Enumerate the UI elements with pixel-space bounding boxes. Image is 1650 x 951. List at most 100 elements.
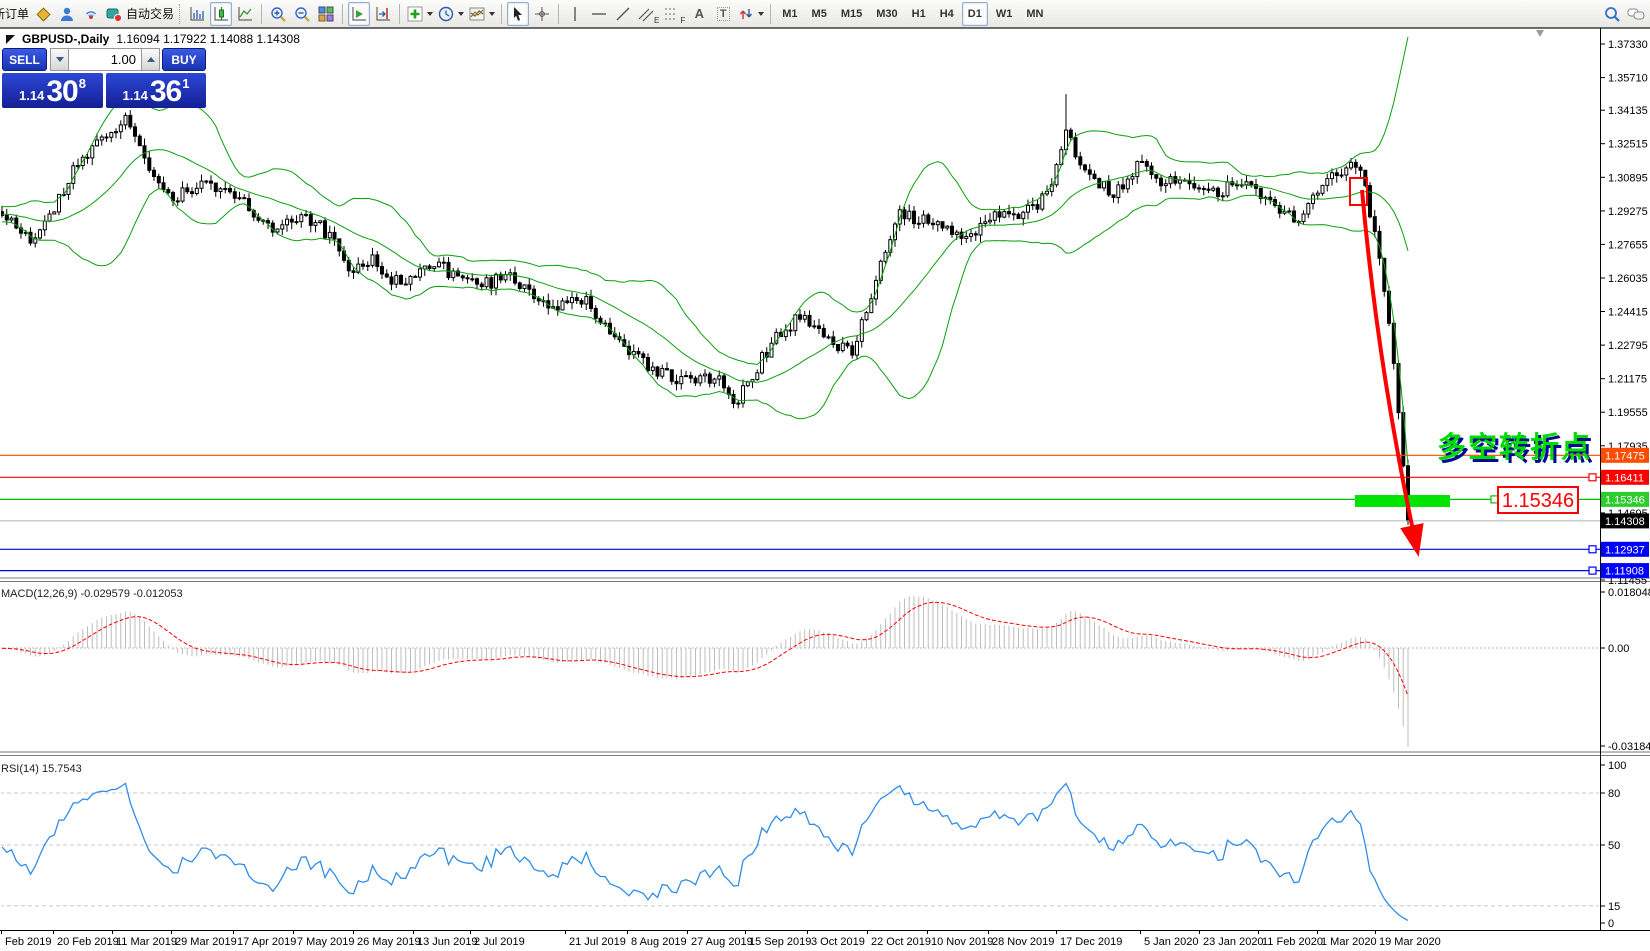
channel-label: E bbox=[654, 15, 660, 25]
arrows-tool[interactable] bbox=[736, 2, 765, 26]
candle-body bbox=[1344, 167, 1349, 176]
chart-shift-marker-icon[interactable] bbox=[1536, 30, 1544, 37]
rsi-tick-label: 50 bbox=[1608, 840, 1620, 852]
sell-button[interactable]: SELL bbox=[2, 48, 47, 71]
crosshair-button[interactable] bbox=[531, 2, 553, 26]
profiles-button[interactable] bbox=[32, 2, 54, 26]
auto-scroll-button[interactable] bbox=[348, 1, 371, 26]
price-callout-box[interactable] bbox=[1497, 486, 1579, 514]
candle-body bbox=[1073, 137, 1078, 158]
search-button[interactable] bbox=[1601, 2, 1623, 26]
candle-body bbox=[527, 284, 532, 290]
fibonacci-tool[interactable]: F bbox=[662, 2, 686, 26]
volume-increase-button[interactable] bbox=[141, 48, 160, 71]
candle-body bbox=[1035, 204, 1040, 210]
timeframe-m1[interactable]: M1 bbox=[782, 7, 798, 20]
vertical-line-tool[interactable] bbox=[564, 2, 586, 26]
candle-body bbox=[375, 254, 380, 267]
candle-body bbox=[209, 180, 213, 184]
pivot-annotation-text[interactable]: 多空转折点 bbox=[1437, 430, 1592, 464]
chart-canvas[interactable]: 1.15346多空转折点多空转折点1.373301.357101.341351.… bbox=[0, 28, 1650, 951]
timeframe-m15[interactable]: M15 bbox=[840, 7, 863, 20]
down-trend-arrow[interactable] bbox=[1360, 189, 1424, 557]
macd-pane[interactable] bbox=[0, 596, 1600, 747]
candle-body bbox=[232, 191, 237, 199]
timeframe-mn[interactable]: MN bbox=[1026, 7, 1044, 20]
toolbar-separator bbox=[770, 3, 772, 24]
candle-body bbox=[631, 351, 636, 356]
volume-input[interactable] bbox=[69, 48, 141, 71]
timeframe-h1[interactable]: H1 bbox=[911, 7, 926, 20]
bar-chart-button[interactable] bbox=[186, 2, 208, 26]
bollinger-upper bbox=[1, 36, 1409, 366]
candle-body bbox=[798, 314, 802, 320]
candle-body bbox=[826, 336, 831, 339]
candlestick-chart-button[interactable] bbox=[210, 1, 233, 26]
price-axis[interactable]: 1.37330 1.35710 1.34135 1.32515 1.30895 1.292… bbox=[1600, 39, 1650, 930]
equidistant-channel-tool[interactable]: E bbox=[636, 2, 660, 26]
horizontal-line-tool[interactable] bbox=[588, 2, 610, 26]
candle-body bbox=[1040, 193, 1045, 210]
periods-button[interactable] bbox=[436, 2, 465, 26]
macd-signal-line bbox=[1, 601, 1409, 697]
timeframe-m5[interactable]: M5 bbox=[811, 7, 827, 20]
buy-price-display[interactable]: 1.14 36 1 bbox=[106, 73, 206, 108]
candle-body bbox=[356, 263, 361, 273]
timeframe-d1[interactable]: D1 bbox=[961, 1, 988, 26]
rsi-pane[interactable] bbox=[0, 782, 1600, 921]
timeframe-h4[interactable]: H4 bbox=[939, 7, 954, 20]
price-callout-text[interactable]: 1.15346 bbox=[1502, 490, 1574, 512]
sell-price-display[interactable]: 1.14 30 8 bbox=[2, 73, 103, 108]
price-tick-label: 1.21175 bbox=[1608, 374, 1647, 386]
chat-button[interactable] bbox=[1625, 2, 1647, 26]
cursor-button[interactable] bbox=[507, 1, 530, 26]
zoom-in-button[interactable] bbox=[267, 2, 289, 26]
pivot-red-box[interactable] bbox=[1349, 177, 1368, 206]
main-pane[interactable] bbox=[1, 36, 1410, 525]
pivot-annotation-shadow: 多空转折点 bbox=[1440, 433, 1595, 467]
candle-body bbox=[228, 188, 232, 193]
rsi-tick-label: 0 bbox=[1608, 918, 1614, 930]
buy-button[interactable]: BUY bbox=[162, 48, 206, 71]
candle-body bbox=[109, 132, 114, 138]
autotrading-button[interactable]: 自动交易 bbox=[104, 2, 175, 26]
candle-body bbox=[859, 319, 864, 342]
tile-windows-button[interactable] bbox=[315, 2, 337, 26]
candle-body bbox=[688, 375, 693, 379]
templates-button[interactable] bbox=[467, 2, 496, 26]
timeframe-w1[interactable]: W1 bbox=[995, 7, 1013, 20]
time-tick-label: 21 Jul 2019 bbox=[569, 936, 626, 948]
timeframe-m30[interactable]: M30 bbox=[876, 7, 898, 20]
zoom-out-button[interactable] bbox=[291, 2, 313, 26]
line-drag-handle[interactable] bbox=[1588, 473, 1597, 482]
candle-body bbox=[1368, 185, 1372, 218]
candle-body bbox=[489, 277, 494, 289]
candle-body bbox=[802, 314, 807, 320]
line-drag-handle[interactable] bbox=[1588, 566, 1597, 575]
community-button[interactable] bbox=[56, 2, 78, 26]
support-zone-band[interactable] bbox=[1355, 495, 1450, 507]
volume-decrease-button[interactable] bbox=[50, 48, 69, 71]
time-tick-label: 19 Mar 2020 bbox=[1379, 936, 1441, 948]
toolbar-separator bbox=[399, 3, 401, 24]
new-order-button[interactable]: 新订单 bbox=[0, 2, 30, 26]
chart-shift-button[interactable] bbox=[372, 2, 394, 26]
line-chart-button[interactable] bbox=[234, 2, 256, 26]
time-tick-label: 28 Nov 2019 bbox=[992, 936, 1054, 948]
candle-body bbox=[1249, 181, 1254, 186]
indicators-button[interactable] bbox=[405, 2, 434, 26]
candle-body bbox=[1372, 216, 1377, 232]
crosshair-icon bbox=[535, 6, 550, 21]
candle-body bbox=[280, 224, 285, 230]
trendline-tool[interactable] bbox=[612, 2, 634, 26]
line-drag-handle[interactable] bbox=[1490, 495, 1499, 504]
chart-title: GBPUSD-,Daily 1.16094 1.17922 1.14088 1.… bbox=[6, 32, 300, 46]
text-tool[interactable]: A bbox=[688, 2, 710, 26]
text-label-tool[interactable]: T bbox=[712, 2, 734, 26]
price-tick-label: 1.19555 bbox=[1608, 407, 1648, 419]
signals-button[interactable] bbox=[80, 2, 102, 26]
toolbar-right-group bbox=[1600, 2, 1648, 26]
line-drag-handle[interactable] bbox=[1588, 545, 1597, 554]
toolbar-grip bbox=[179, 3, 182, 24]
